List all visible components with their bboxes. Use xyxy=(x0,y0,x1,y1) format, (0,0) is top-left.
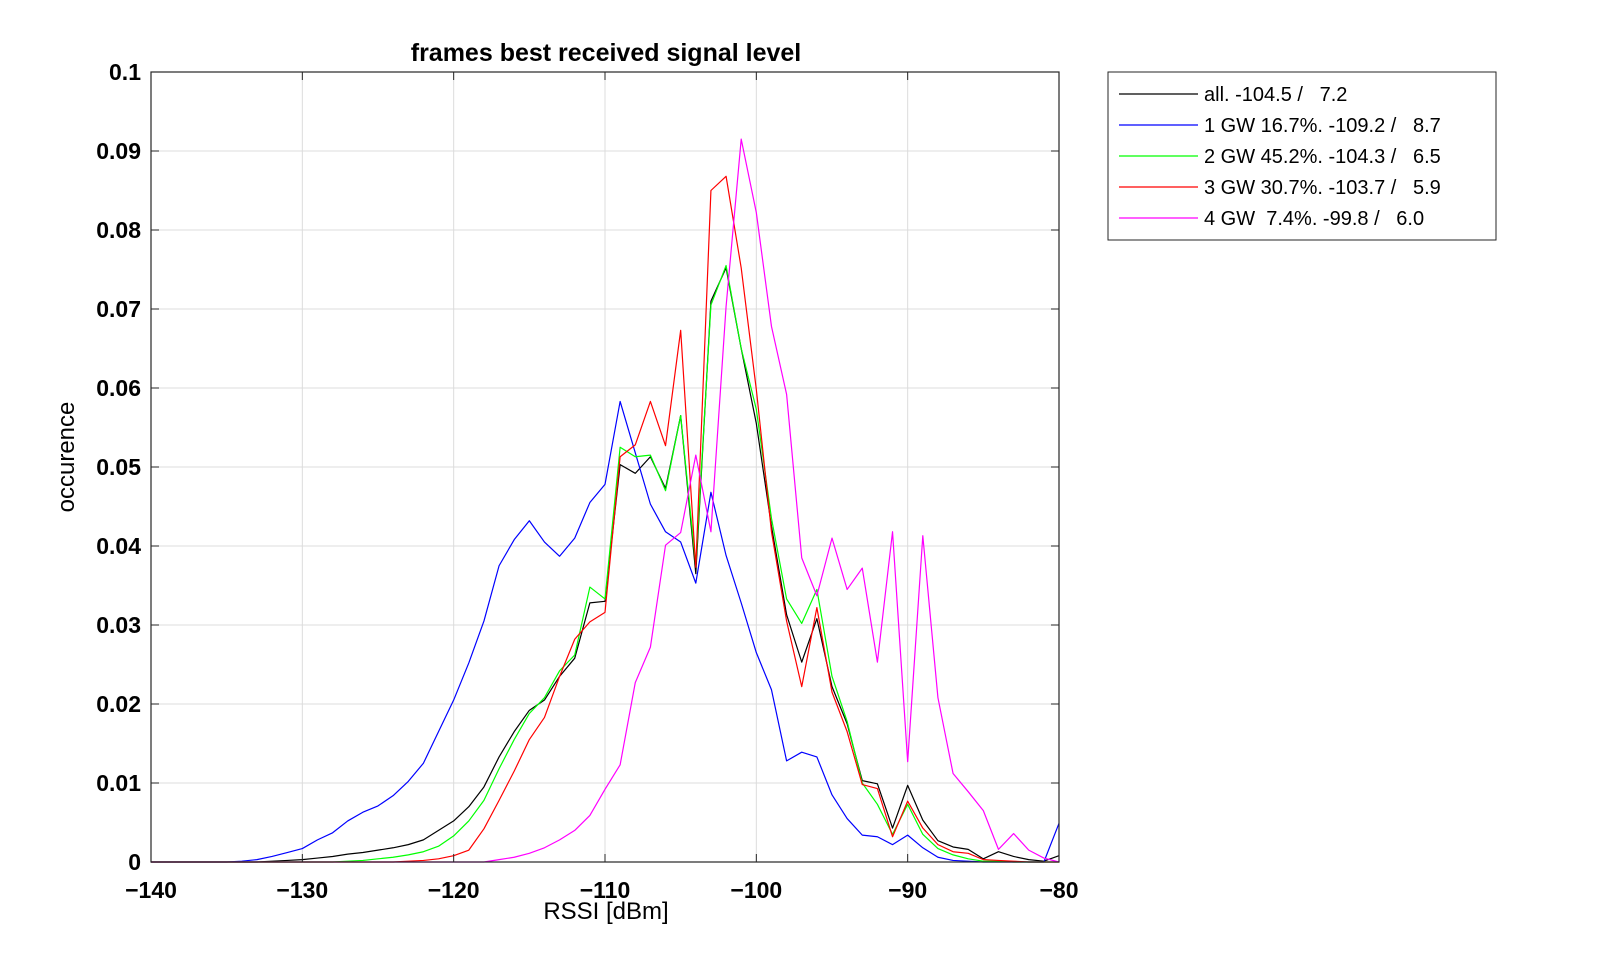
y-tick-label: 0 xyxy=(128,849,141,875)
series-line-2 xyxy=(151,400,1060,863)
legend-item: 2 GW 45.2%. -104.3 / 6.5 xyxy=(1119,146,1441,168)
x-axis-label: RSSI [dBm] xyxy=(543,898,668,925)
y-tick-label: 0.08 xyxy=(96,217,141,243)
y-tick-label: 0.02 xyxy=(96,691,141,717)
y-tick-label: 0.04 xyxy=(96,533,141,559)
legend-label: all. -104.5 / 7.2 xyxy=(1204,84,1347,106)
x-tick-label: −90 xyxy=(888,877,927,903)
x-tick-labels: −140 −130 −120 −110 −100 −90 −80 xyxy=(125,877,1078,903)
x-tick-label: −80 xyxy=(1039,877,1078,903)
y-tick-label: 0.03 xyxy=(96,612,141,638)
x-tick-label: −100 xyxy=(730,877,782,903)
legend-label: 3 GW 30.7%. -103.7 / 5.9 xyxy=(1204,177,1441,199)
y-tick-label: 0.09 xyxy=(96,138,141,164)
legend-label: 4 GW 7.4%. -99.8 / 6.0 xyxy=(1204,208,1424,230)
y-tick-label: 0.05 xyxy=(96,454,141,480)
y-axis-label: occurence xyxy=(53,402,80,513)
tick-marks xyxy=(150,71,1060,863)
legend-item: 3 GW 30.7%. -103.7 / 5.9 xyxy=(1119,177,1441,199)
chart-title: frames best received signal level xyxy=(411,39,802,67)
y-tick-label: 0.1 xyxy=(109,59,141,85)
y-tick-label: 0.07 xyxy=(96,296,141,322)
legend[interactable]: all. -104.5 / 7.2 1 GW 16.7%. -109.2 / 8.… xyxy=(1107,71,1497,241)
x-tick-label: −120 xyxy=(428,877,480,903)
legend-item: all. -104.5 / 7.2 xyxy=(1119,84,1347,106)
x-tick-label: −140 xyxy=(125,877,177,903)
legend-item: 4 GW 7.4%. -99.8 / 6.0 xyxy=(1119,208,1424,230)
legend-item: 1 GW 16.7%. -109.2 / 8.7 xyxy=(1119,115,1441,137)
legend-label: 2 GW 45.2%. -104.3 / 6.5 xyxy=(1204,146,1441,168)
x-tick-label: −110 xyxy=(580,877,631,903)
y-tick-label: 0.01 xyxy=(96,770,141,796)
grid-lines xyxy=(150,71,1060,863)
x-tick-label: −130 xyxy=(276,877,328,903)
y-tick-label: 0.06 xyxy=(96,375,141,401)
legend-label: 1 GW 16.7%. -109.2 / 8.7 xyxy=(1204,115,1441,137)
y-tick-labels: 0 0.01 0.02 0.03 0.04 0.05 0.06 0.07 0.08 0.09 0.1 xyxy=(96,59,141,875)
